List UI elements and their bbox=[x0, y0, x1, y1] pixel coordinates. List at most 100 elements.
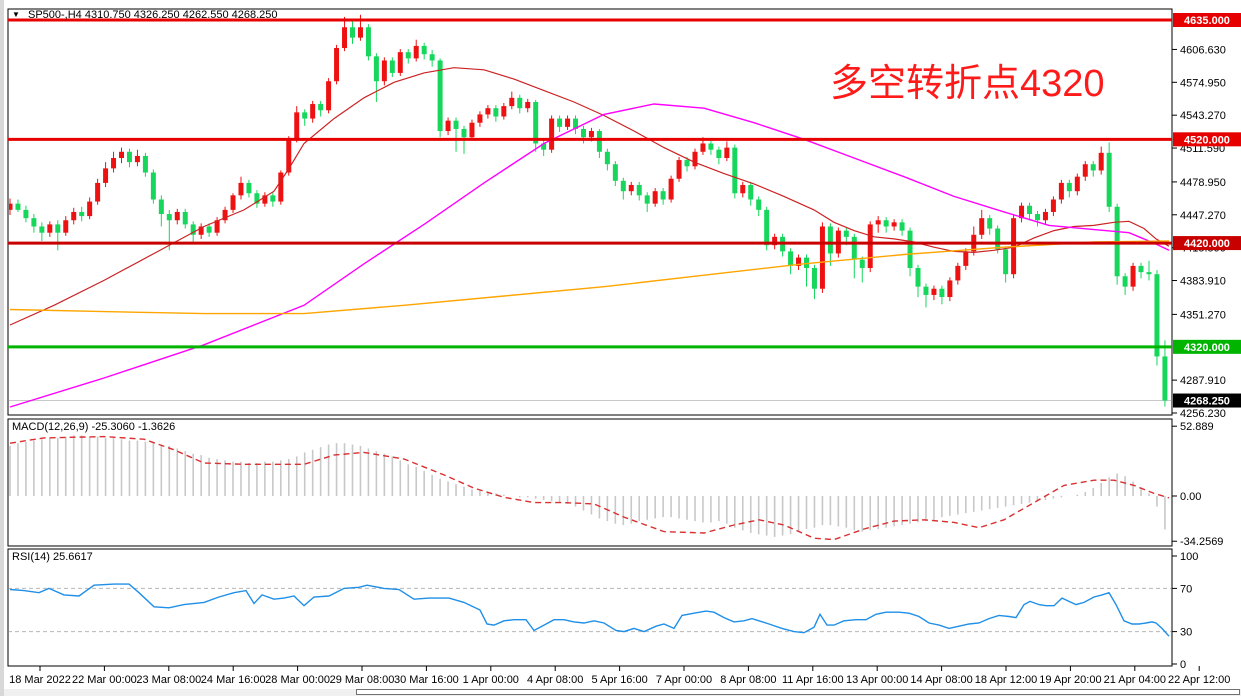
candle-up bbox=[334, 48, 340, 82]
candle-down bbox=[1138, 265, 1144, 273]
candle-up bbox=[469, 122, 475, 138]
candle-up bbox=[286, 139, 292, 173]
candle-up bbox=[979, 218, 985, 235]
time-axis-label: 24 Mar 16:00 bbox=[201, 674, 266, 686]
candle-up bbox=[278, 172, 284, 202]
candle-down bbox=[923, 286, 929, 295]
price-tick-label: 4383.910 bbox=[1180, 276, 1226, 288]
candle-down bbox=[596, 131, 602, 152]
time-axis-label: 21 Apr 04:00 bbox=[1104, 674, 1166, 686]
candle-down bbox=[349, 27, 355, 38]
candle-up bbox=[222, 209, 228, 221]
candle-up bbox=[509, 97, 515, 107]
price-tick-label: 4447.270 bbox=[1180, 210, 1226, 222]
candle-up bbox=[1050, 199, 1056, 212]
candle-up bbox=[692, 151, 698, 167]
candle-up bbox=[198, 226, 204, 235]
candle-down bbox=[899, 222, 905, 231]
candle-down bbox=[206, 226, 212, 233]
time-axis-label: 22 Apr 12:00 bbox=[1168, 674, 1230, 686]
rsi-tick-label: 100 bbox=[1180, 551, 1198, 563]
price-badge bbox=[1173, 393, 1241, 408]
candle-up bbox=[676, 160, 682, 179]
candle-down bbox=[1003, 249, 1009, 275]
price-badge bbox=[1173, 236, 1241, 251]
candle-down bbox=[365, 27, 371, 57]
candle-down bbox=[150, 172, 156, 200]
candle-up bbox=[95, 182, 101, 202]
candle-down bbox=[1146, 272, 1152, 275]
macd-panel-surface[interactable] bbox=[8, 419, 1172, 546]
candle-down bbox=[517, 97, 523, 109]
price-badge-label: 4420.000 bbox=[1184, 238, 1230, 250]
candle-up bbox=[262, 195, 268, 204]
candle-up bbox=[9, 203, 13, 210]
candle-down bbox=[764, 209, 770, 246]
bottom-strip bbox=[4, 689, 1241, 696]
rsi-tick-label: 0 bbox=[1180, 659, 1186, 671]
candle-down bbox=[1034, 214, 1040, 221]
candle-down bbox=[851, 236, 857, 260]
candle-down bbox=[421, 45, 427, 55]
candle-up bbox=[700, 143, 706, 152]
candle-down bbox=[533, 101, 539, 144]
candle-up bbox=[819, 226, 825, 289]
macd-panel-frame bbox=[7, 418, 1173, 547]
candle-up bbox=[238, 182, 244, 196]
panel-divider-macd[interactable] bbox=[8, 415, 1172, 419]
candle-up bbox=[891, 222, 897, 227]
panel-divider-rsi[interactable] bbox=[8, 546, 1172, 549]
candle-down bbox=[270, 195, 276, 202]
macd-indicator-label: MACD(12,26,9) -25.3060 -1.3626 bbox=[12, 421, 176, 433]
candle-down bbox=[883, 220, 889, 227]
candle-down bbox=[756, 199, 762, 210]
candle-up bbox=[796, 257, 802, 266]
price-tick-label: 4287.910 bbox=[1180, 375, 1226, 387]
rsi-line bbox=[9, 583, 1170, 637]
candle-up bbox=[119, 151, 125, 158]
candle-up bbox=[445, 120, 451, 132]
candle-down bbox=[182, 211, 188, 225]
candle-up bbox=[931, 288, 937, 295]
candle-up bbox=[477, 114, 483, 123]
candle-up bbox=[525, 101, 531, 109]
candle-down bbox=[557, 118, 563, 127]
candle-down bbox=[493, 108, 499, 117]
candle-up bbox=[668, 178, 674, 200]
candle-down bbox=[373, 56, 379, 82]
price-tick-label: 4351.270 bbox=[1180, 309, 1226, 321]
candle-down bbox=[636, 184, 642, 196]
rsi-panel-surface[interactable] bbox=[8, 549, 1172, 666]
candle-up bbox=[1130, 265, 1136, 287]
candle-down bbox=[995, 228, 1001, 250]
candle-down bbox=[987, 218, 993, 229]
candle-up bbox=[214, 220, 220, 233]
symbol-dropdown-icon[interactable]: ▼ bbox=[12, 10, 20, 19]
price-tick-label: 4606.630 bbox=[1180, 44, 1226, 56]
time-axis-label: 8 Apr 08:00 bbox=[720, 674, 776, 686]
candle-up bbox=[397, 52, 403, 73]
rsi-indicator-label: RSI(14) 25.6617 bbox=[12, 551, 93, 563]
price-badge-label: 4520.000 bbox=[1184, 134, 1230, 146]
candle-down bbox=[1090, 164, 1096, 171]
candle-down bbox=[461, 128, 467, 138]
horizontal-scrollbar[interactable] bbox=[356, 689, 1240, 695]
ma-fast bbox=[9, 67, 1170, 326]
candle-down bbox=[302, 112, 308, 119]
candle-down bbox=[126, 151, 132, 163]
time-axis-label: 30 Mar 16:00 bbox=[394, 674, 459, 686]
candle-up bbox=[652, 191, 658, 204]
candle-up bbox=[111, 157, 117, 169]
candle-up bbox=[565, 118, 571, 127]
candle-up bbox=[955, 265, 961, 281]
chart-canvas: 4606.6304574.9504543.2704511.5904478.950… bbox=[7, 8, 1241, 686]
candle-down bbox=[644, 195, 650, 204]
candle-up bbox=[867, 224, 873, 268]
candle-up bbox=[1098, 152, 1104, 171]
candle-down bbox=[580, 128, 586, 138]
candle-down bbox=[660, 191, 666, 200]
macd-signal-line bbox=[9, 435, 1170, 541]
candle-down bbox=[142, 155, 148, 173]
candle-down bbox=[612, 164, 618, 181]
time-axis-label: 13 Apr 00:00 bbox=[846, 674, 908, 686]
